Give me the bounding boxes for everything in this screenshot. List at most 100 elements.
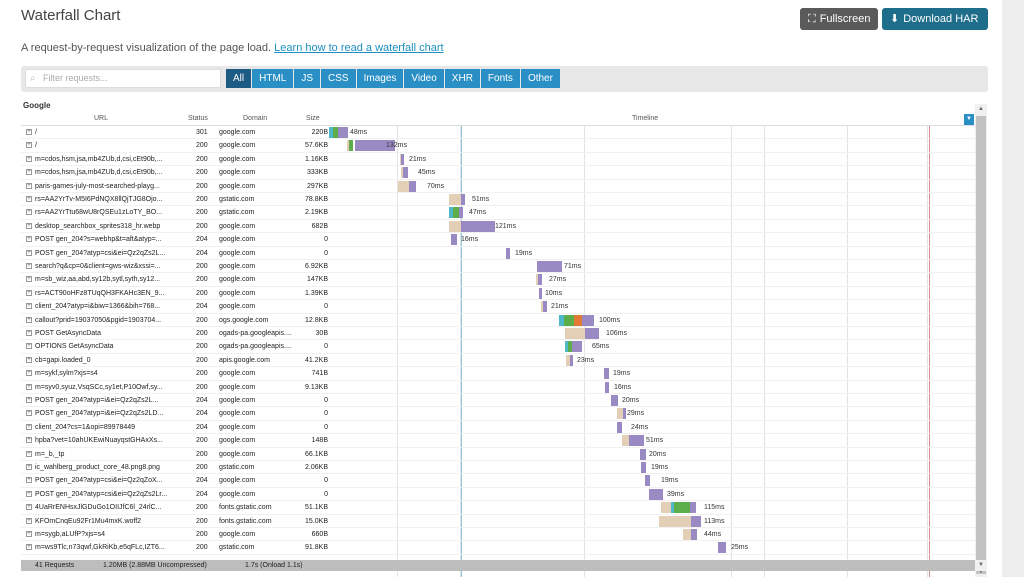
filter-js[interactable]: JS <box>294 69 321 88</box>
timing-bar[interactable] <box>449 194 461 205</box>
table-row[interactable]: + client_204?cs=1&opi=89978449 204 google.c… <box>21 421 975 435</box>
expand-row-icon[interactable]: + <box>26 249 32 256</box>
timing-bar[interactable] <box>641 462 646 473</box>
timing-bar[interactable] <box>640 448 646 460</box>
table-row[interactable]: + m=_b,_tp 200 google.com 66.1KB 20ms <box>21 448 975 461</box>
timing-bar[interactable] <box>649 488 663 500</box>
timing-bar[interactable] <box>691 529 697 540</box>
expand-row-icon[interactable]: + <box>26 437 32 444</box>
table-row[interactable]: + callout?prid=19037050&pgid=1903704... 20… <box>21 314 975 327</box>
timing-bar[interactable] <box>536 274 539 286</box>
expand-row-icon[interactable]: + <box>26 410 32 417</box>
table-row[interactable]: + m=ws9Tlc,n73qwf,GkRiKb,e5qFLc,IZT6... 20… <box>21 541 975 555</box>
table-row[interactable]: +/ 200 google.com 57.6KB 132ms <box>21 139 975 153</box>
expand-row-icon[interactable]: + <box>26 464 32 470</box>
timing-bar[interactable] <box>645 475 650 487</box>
filter-all[interactable]: All <box>226 69 252 88</box>
table-row[interactable]: + m=sygb,aLUfP?xjs=s4 200 google.com 660B 44m… <box>21 528 975 542</box>
expand-row-icon[interactable]: + <box>26 263 32 269</box>
download-har-button[interactable]: ⬇ Download HAR <box>882 8 988 30</box>
timing-bar[interactable] <box>559 314 565 326</box>
timing-bar[interactable] <box>564 314 574 326</box>
filter-xhr[interactable]: XHR <box>444 69 480 88</box>
col-timeline[interactable]: Timeline <box>632 115 659 122</box>
timing-bar[interactable] <box>604 368 609 380</box>
timing-bar[interactable] <box>582 314 594 326</box>
timing-bar[interactable] <box>409 180 416 192</box>
timing-bar[interactable] <box>506 247 510 259</box>
timing-bar[interactable] <box>659 515 691 527</box>
timing-bar[interactable] <box>617 408 625 420</box>
expand-row-icon[interactable]: + <box>26 397 32 403</box>
filter-fonts[interactable]: Fonts <box>480 69 520 88</box>
table-row[interactable]: + paris-games-july-most-searched-playg...… <box>21 180 975 193</box>
timing-bar[interactable] <box>585 328 599 339</box>
table-row[interactable]: + cb=gapi.loaded_0 200 apis.google.com 41.2K… <box>21 354 975 368</box>
expand-row-icon[interactable]: + <box>26 477 32 484</box>
expand-row-icon[interactable]: + <box>26 383 32 390</box>
expand-row-icon[interactable]: + <box>26 490 32 497</box>
filter-other[interactable]: Other <box>520 69 560 88</box>
scroll-thumb[interactable] <box>976 116 986 574</box>
table-row[interactable]: + client_204?atyp=i&biw=1366&bih=768... 20… <box>21 300 975 314</box>
footer-scroll-arrow[interactable]: ▼ <box>975 560 987 571</box>
expand-row-icon[interactable]: + <box>26 209 32 216</box>
scroll-up-arrow[interactable]: ▲ <box>978 106 984 112</box>
expand-row-icon[interactable]: + <box>26 343 32 350</box>
timing-bar[interactable] <box>718 542 726 554</box>
scrollbar[interactable]: ▲ ▼ <box>975 104 987 577</box>
expand-row-icon[interactable]: + <box>26 330 32 336</box>
table-row[interactable]: + POST gen_204?atyp=csi&ei=Qz2qZoX... 204 g… <box>21 474 975 488</box>
timing-bar[interactable] <box>671 502 675 514</box>
table-row[interactable]: + OPTIONS GetAsyncData 200 ogads-pa.googlea… <box>21 340 975 354</box>
timing-bar[interactable] <box>683 529 693 540</box>
table-row[interactable]: + POST gen_204?atyp=i&ei=Qz2qZs2LD... 204 g… <box>21 407 975 421</box>
timing-bar[interactable] <box>398 180 411 192</box>
col-size[interactable]: Size <box>306 115 320 122</box>
table-row[interactable]: + POST GetAsyncData 200 ogads-pa.googleapis… <box>21 327 975 341</box>
table-row[interactable]: + POST gen_204?atyp=csi&ei=Qz2qZs2L... 204… <box>21 247 975 260</box>
table-row[interactable]: +/ 301 google.com 220B 48ms <box>21 126 975 140</box>
table-row[interactable]: + rs=ACT90oHFz8TUqQH3FKAHc3EN_9... 200 goog… <box>21 287 975 301</box>
filter-css[interactable]: CSS <box>321 69 356 88</box>
filter-video[interactable]: Video <box>404 69 444 88</box>
table-row[interactable]: +4UaRrENHsxJlGDuGo1OIIJfC6l_24rlC... 200 f… <box>21 501 975 515</box>
scroll-down-arrow[interactable]: ▼ <box>978 569 984 575</box>
filter-images[interactable]: Images <box>356 69 404 88</box>
timing-bar[interactable] <box>538 274 542 286</box>
expand-row-icon[interactable]: + <box>26 182 32 189</box>
table-row[interactable]: + m=cdos,hsm,jsa,mb4ZUb,d,csi,cEt90b,... 2… <box>21 166 975 180</box>
expand-row-icon[interactable]: + <box>26 276 32 283</box>
timing-bar[interactable] <box>449 207 453 219</box>
expand-row-icon[interactable]: + <box>26 129 32 135</box>
timing-bar[interactable] <box>461 194 465 205</box>
table-row[interactable]: + rs=AA2YrTv-M5I6PdNQX8llQjTJG8Ojo... 200 g… <box>21 193 975 207</box>
expand-row-icon[interactable]: + <box>26 169 32 176</box>
timing-bar[interactable] <box>541 301 544 313</box>
filter-html[interactable]: HTML <box>252 69 294 88</box>
expand-row-icon[interactable]: + <box>26 423 32 430</box>
timing-bar[interactable] <box>623 408 626 420</box>
learn-link[interactable]: Learn how to read a waterfall chart <box>274 42 444 54</box>
timing-bar[interactable] <box>690 502 696 514</box>
table-row[interactable]: + KFOmCnqEu92Fr1Mu4mxK.woff2 200 fonts.gsta… <box>21 515 975 528</box>
table-row[interactable]: + search?q&cp=0&client=gws-wiz&xssi=... 20… <box>21 260 975 274</box>
timing-bar[interactable] <box>539 287 542 299</box>
expand-row-icon[interactable]: + <box>26 196 32 202</box>
table-row[interactable]: + m=cdos,hsm,jsa,mb4ZUb,d,csi,cEt90b,... 2… <box>21 153 975 167</box>
expand-row-icon[interactable]: + <box>26 504 32 511</box>
timing-bar[interactable] <box>401 153 404 165</box>
timing-bar[interactable] <box>629 435 644 447</box>
expand-row-icon[interactable]: + <box>26 142 32 149</box>
col-domain[interactable]: Domain <box>243 115 268 122</box>
expand-row-icon[interactable]: + <box>26 356 32 363</box>
table-row[interactable]: + m=syv0,syuz,VsqSCc,sy1et,P10Owf,sy... 20… <box>21 381 975 394</box>
timing-bar[interactable] <box>605 381 609 393</box>
timing-bar[interactable] <box>349 140 353 152</box>
col-url[interactable]: URL <box>94 115 109 122</box>
timing-bar[interactable] <box>622 435 630 447</box>
timing-bar[interactable] <box>565 328 585 339</box>
timeline-sort-dropdown[interactable]: ▼ <box>964 114 974 125</box>
timing-bar[interactable] <box>329 127 335 138</box>
timing-bar[interactable] <box>574 314 582 326</box>
